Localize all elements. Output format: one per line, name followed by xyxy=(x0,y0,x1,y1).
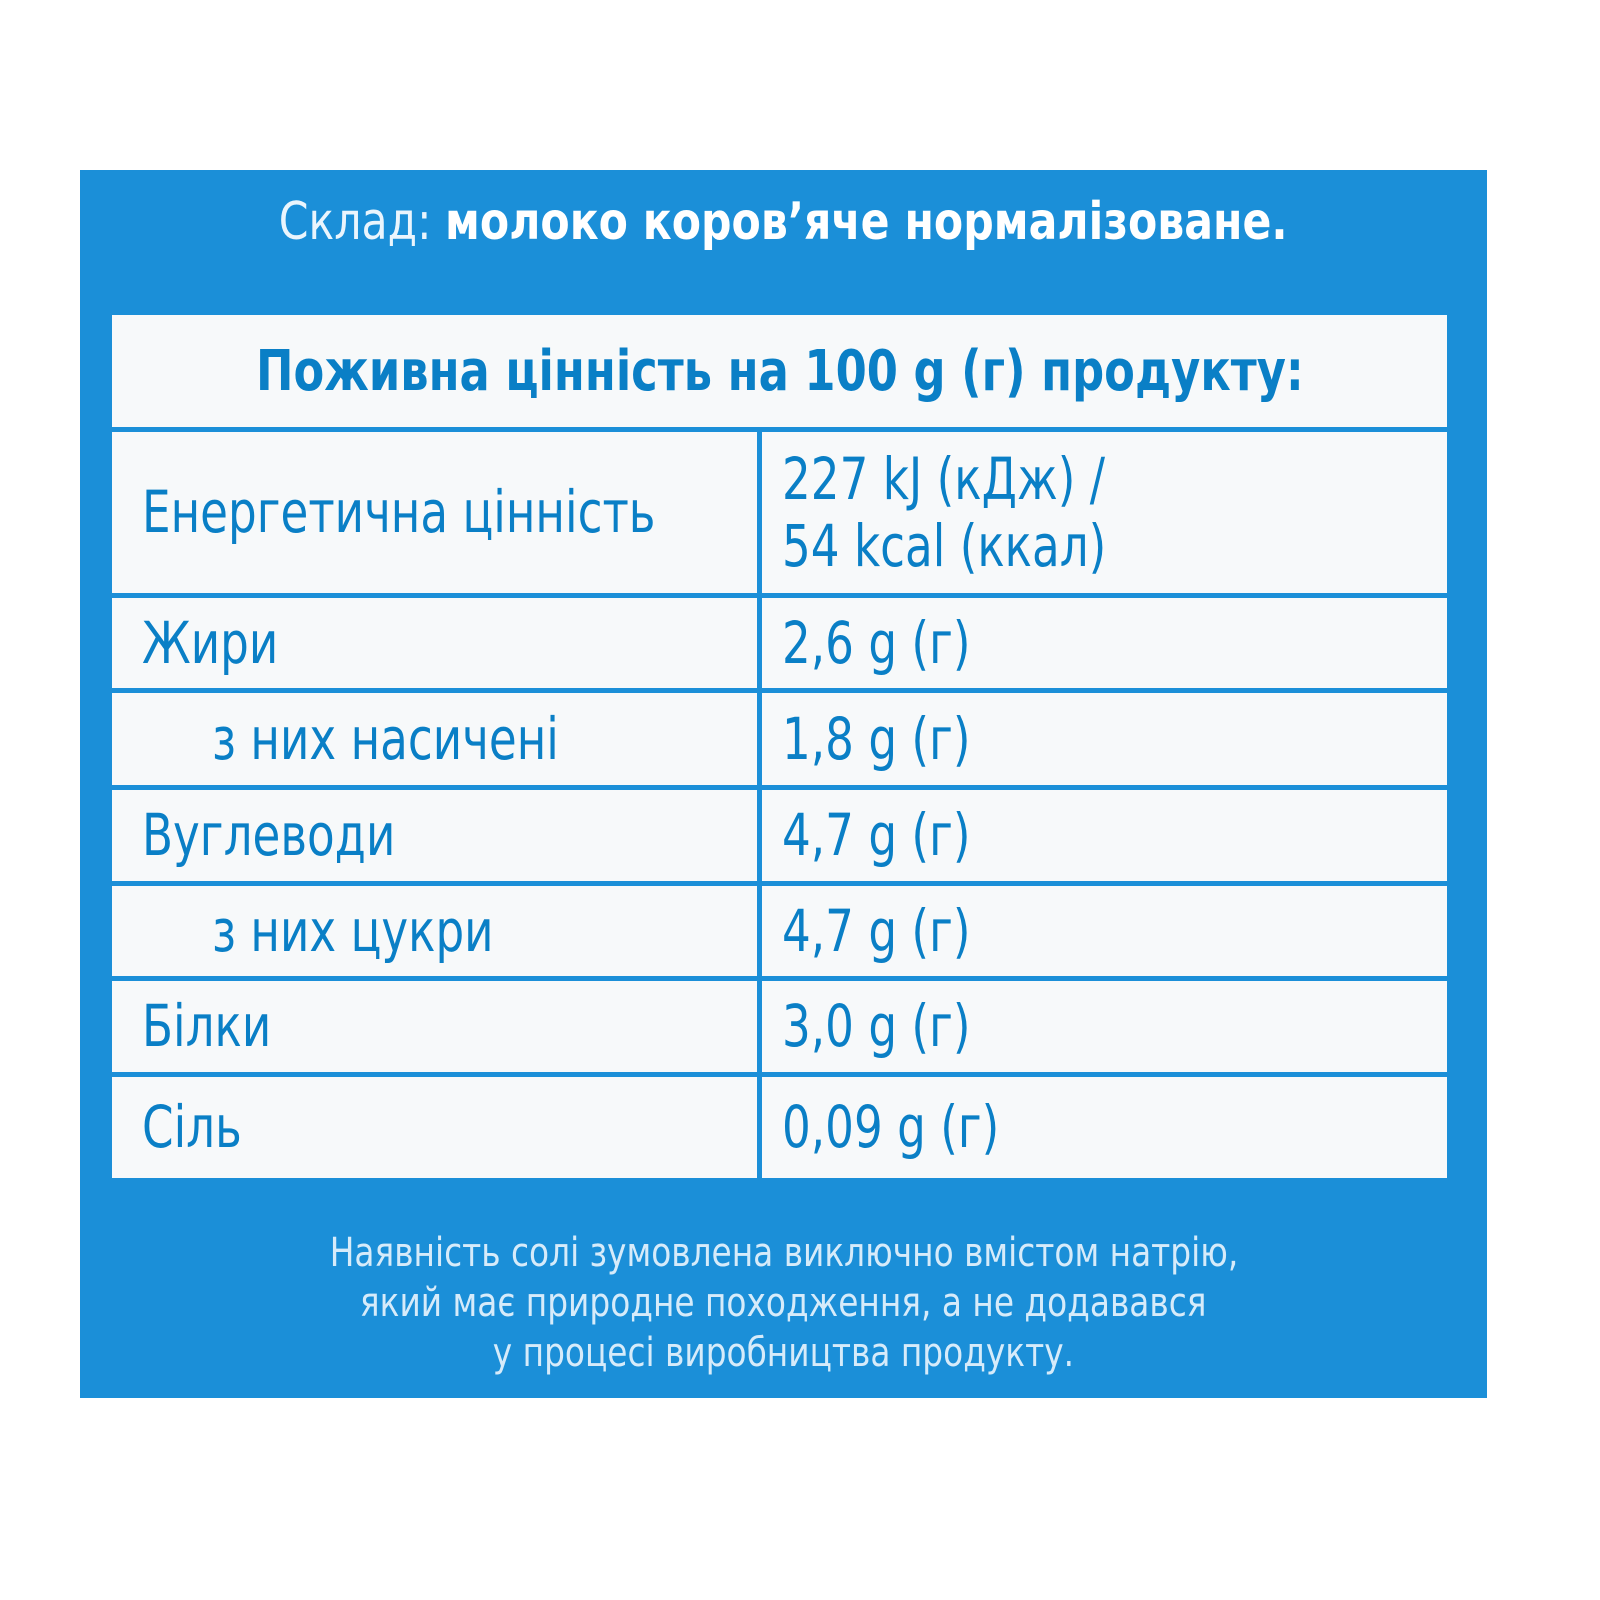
note-line: у процесі виробництва продукту. xyxy=(492,1330,1075,1376)
row-value: 227 kJ (кДж) /54 kcal (ккал) xyxy=(782,444,1107,580)
row-name: з них насичені xyxy=(212,704,559,773)
table-row-carbs: Вуглеводи 4,7 g (г) xyxy=(112,790,1447,886)
table-row-protein: Білки 3,0 g (г) xyxy=(112,981,1447,1077)
header-text: Поживна цінність на 100 g (г) продукту: xyxy=(255,338,1304,404)
row-value: 4,7 g (г) xyxy=(782,896,971,965)
row-value: 2,6 g (г) xyxy=(782,608,971,677)
nutrition-table-header: Поживна цінність на 100 g (г) продукту: xyxy=(112,315,1447,432)
table-row-saturated: з них насичені 1,8 g (г) xyxy=(112,693,1447,790)
row-value: 4,7 g (г) xyxy=(782,801,971,870)
salt-note: Наявність солі зумовлена виключно вмісто… xyxy=(80,1228,1487,1378)
label-panel: Склад: молоко коров’яче нормалізоване. П… xyxy=(80,170,1487,1398)
column-divider xyxy=(757,432,762,1178)
row-name: Вуглеводи xyxy=(142,801,396,870)
table-row-sugars: з них цукри 4,7 g (г) xyxy=(112,886,1447,981)
composition-label: Склад: xyxy=(279,192,432,252)
row-name: з них цукри xyxy=(212,896,494,965)
nutrition-table: Поживна цінність на 100 g (г) продукту: … xyxy=(112,315,1447,1178)
row-name: Жири xyxy=(142,608,279,677)
composition-value: молоко коров’яче нормалізоване. xyxy=(445,192,1288,252)
table-row-energy: Енергетична цінність 227 kJ (кДж) /54 kc… xyxy=(112,432,1447,598)
row-value: 3,0 g (г) xyxy=(782,992,971,1061)
row-name: Білки xyxy=(142,992,272,1061)
table-row-salt: Сіль 0,09 g (г) xyxy=(112,1077,1447,1178)
note-line: який має природне походження, а не додав… xyxy=(360,1280,1207,1326)
row-value: 1,8 g (г) xyxy=(782,704,971,773)
note-line: Наявність солі зумовлена виключно вмісто… xyxy=(329,1230,1238,1276)
composition: Склад: молоко коров’яче нормалізоване. xyxy=(80,192,1487,252)
row-value: 0,09 g (г) xyxy=(782,1093,1000,1162)
row-name: Енергетична цінність xyxy=(142,478,656,547)
table-row-fat: Жири 2,6 g (г) xyxy=(112,598,1447,693)
row-name: Сіль xyxy=(142,1093,242,1162)
